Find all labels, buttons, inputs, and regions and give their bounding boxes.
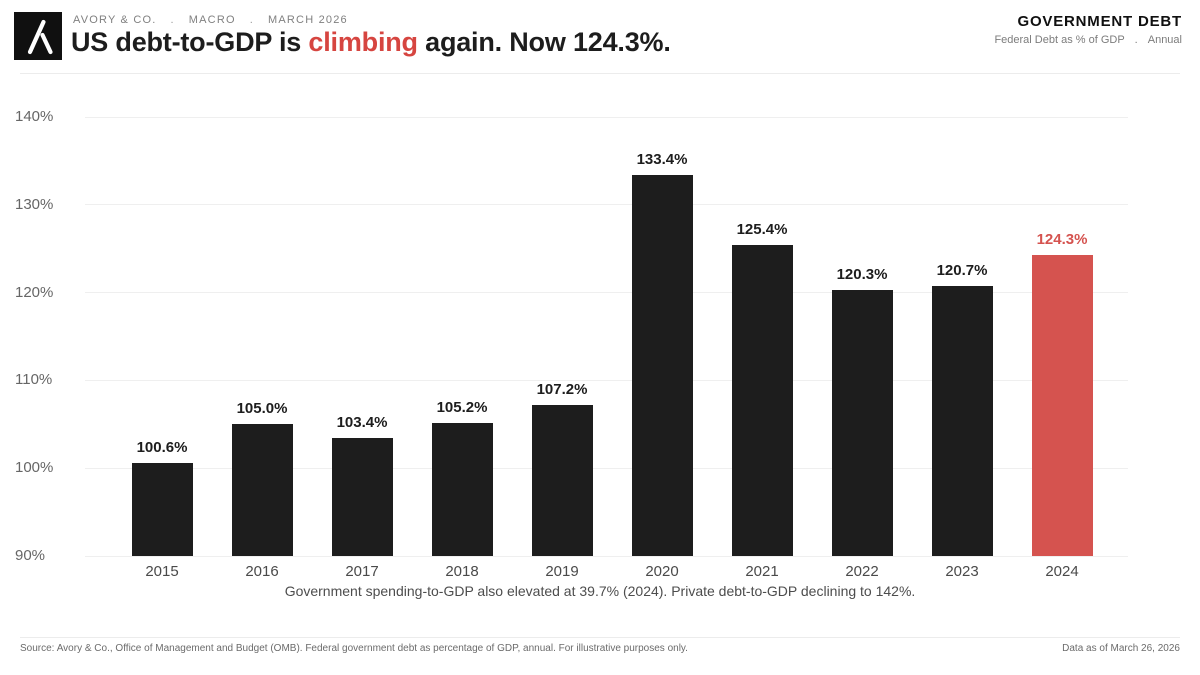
source-note: Source: Avory & Co., Office of Managemen… [20,643,688,654]
kicker-separator: . [249,14,254,26]
bar-2022 [831,289,893,556]
bar-value-label: 105.2% [436,398,488,416]
report-subtitle: Federal Debt as % of GDP. Annual [994,34,1182,46]
y-axis-tick-label: 100% [15,459,54,477]
data-as-of: Data as of March 26, 2026 [1062,643,1180,654]
bar-value-label: 100.6% [136,438,188,456]
kicker: AVORY & CO.. MACRO. MARCH 2026 [73,14,348,26]
bar-2023 [931,286,993,556]
avory-logo [14,12,62,60]
x-axis-tick-label: 2023 [945,563,979,580]
y-axis-tick-label: 140% [15,108,54,125]
kicker-item: MARCH 2026 [268,14,348,26]
y-axis-tick-label: 120% [15,283,54,301]
x-axis-tick-label: 2016 [245,563,279,580]
x-axis-tick-label: 2019 [545,563,579,580]
bar-value-label: 125.4% [736,221,788,239]
plot-area: 90% 100% 110% 120% 130% 140% 100.6% 2015 105.0% 2… [15,108,1128,580]
bar-2021 [731,245,793,556]
bar-2017 [331,438,393,556]
footer-divider [20,637,1180,638]
bar-value-label: 103.4% [336,414,388,432]
page-title-highlight: climbing [308,27,418,57]
page-title-post: again. Now 124.3%. [417,27,671,57]
x-axis-tick-label: 2015 [145,563,179,580]
avory-mark-icon [27,19,53,55]
x-axis-tick-label: 2021 [745,563,779,580]
bar-value-label: 120.7% [936,262,988,280]
x-axis-tick-label: 2018 [445,563,479,580]
gridline [85,555,1128,557]
gridline [85,116,1128,118]
bar-2020 [631,174,693,556]
page-title: US debt-to-GDP is climbing again. Now 12… [71,27,671,58]
gridline [85,467,1128,469]
x-axis-tick-label: 2020 [645,563,679,580]
report-subtitle-separator: . [1134,34,1138,46]
bar-value-label: 105.0% [236,400,288,418]
gridline [85,379,1128,381]
kicker-item: MACRO [188,14,236,26]
kicker-separator: . [170,14,175,26]
x-axis-tick-label: 2024 [1045,563,1079,580]
bar-2018 [431,422,493,556]
bar-value-label: 107.2% [536,380,588,398]
header-divider [20,73,1180,74]
report-subtitle-item: Federal Debt as % of GDP [994,34,1125,46]
chart-caption: Government spending-to-GDP also elevated… [284,583,916,599]
gridline [85,204,1128,206]
kicker-item: AVORY & CO. [73,14,157,26]
y-axis-tick-label: 130% [15,195,54,213]
bar-value-label: 120.3% [836,265,888,283]
page-title-pre: US debt-to-GDP is [71,27,309,57]
bar-2019 [531,404,593,556]
y-axis-tick-label: 110% [15,371,53,389]
header-right: GOVERNMENT DEBT Federal Debt as % of GDP… [994,13,1182,46]
bar-2015 [131,462,193,556]
gridline [85,292,1128,294]
x-axis-tick-label: 2022 [845,563,879,580]
report-name: GOVERNMENT DEBT [1017,13,1182,30]
bar-value-label: 124.3% [1036,230,1088,248]
y-axis-tick-label: 90% [15,547,46,564]
x-axis-tick-label: 2017 [345,563,379,580]
bar-2016 [231,424,293,556]
report-subtitle-item: Annual [1147,34,1182,46]
bar-value-label: 133.4% [636,150,688,168]
bar-2024 [1031,254,1093,556]
